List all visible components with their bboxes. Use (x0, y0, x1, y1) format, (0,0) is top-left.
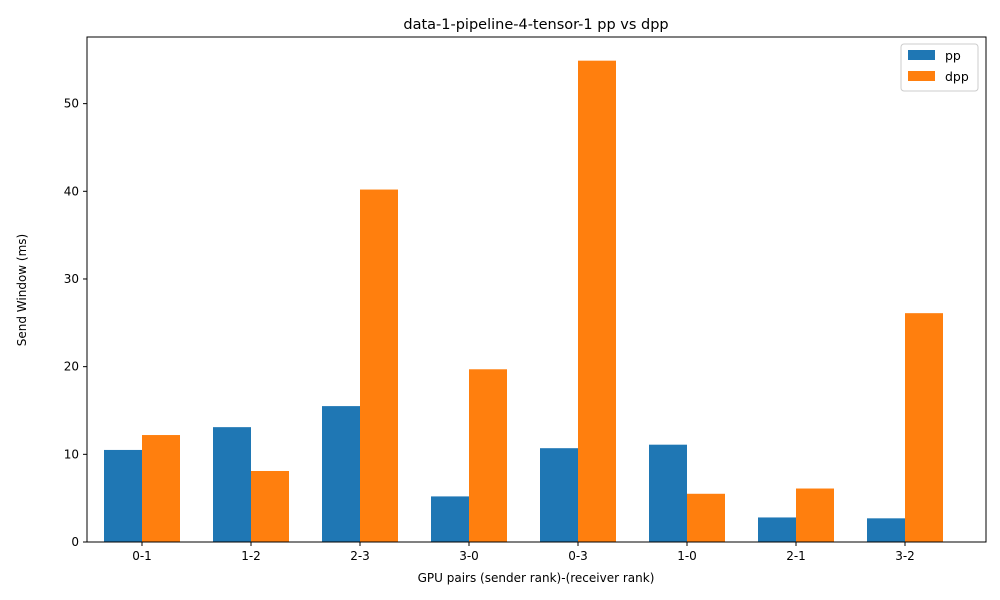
bar-dpp-3-0 (469, 369, 507, 542)
bar-pp-0-1 (104, 449, 142, 542)
bar-dpp-1-2 (251, 470, 289, 542)
y-tick-label: 30 (64, 272, 79, 286)
bar-dpp-0-1 (142, 435, 180, 542)
x-ticks: 0-1 1-2 2-3 3-0 0-3 1-0 2-1 3-2 (132, 542, 915, 563)
legend-swatch-dpp (908, 71, 935, 81)
bar-pp-0-3 (540, 448, 578, 542)
y-tick-label: 10 (64, 447, 79, 461)
bar-pp-2-3 (322, 406, 360, 542)
chart-title: data-1-pipeline-4-tensor-1 pp vs dpp (403, 17, 668, 33)
bar-dpp-1-0 (687, 493, 725, 542)
legend-label-pp: pp (945, 48, 961, 63)
plot-frame (86, 36, 987, 543)
x-tick-label: 0-1 (132, 549, 152, 563)
bar-pp-2-1 (758, 517, 796, 542)
x-tick-label: 3-0 (459, 549, 479, 563)
x-tick-label: 3-2 (895, 549, 915, 563)
bar-pp-3-0 (431, 496, 469, 542)
bar-dpp-3-2 (905, 313, 943, 542)
y-axis-label: Send Window (ms) (15, 234, 29, 346)
y-tick-label: 0 (71, 535, 79, 549)
x-tick-label: 2-3 (350, 549, 370, 563)
y-tick-label: 40 (64, 184, 79, 198)
bar-pp-1-0 (649, 444, 687, 542)
x-tick-label: 0-3 (568, 549, 588, 563)
x-axis-label: GPU pairs (sender rank)-(receiver rank) (418, 571, 655, 585)
legend-label-dpp: dpp (945, 69, 969, 84)
x-tick-label: 1-2 (241, 549, 261, 563)
bars-layer (104, 60, 943, 543)
bar-pp-1-2 (213, 427, 251, 542)
legend: pp dpp (900, 43, 979, 92)
x-tick-label: 2-1 (786, 549, 806, 563)
y-tick-label: 50 (64, 97, 79, 111)
y-tick-label: 20 (64, 360, 79, 374)
bar-pp-3-2 (867, 518, 905, 542)
y-ticks: 0 10 20 30 40 50 (64, 97, 87, 549)
legend-swatch-pp (908, 50, 935, 60)
x-tick-label: 1-0 (677, 549, 697, 563)
bar-dpp-2-1 (796, 488, 834, 542)
bar-dpp-2-3 (360, 189, 398, 543)
bar-dpp-0-3 (578, 60, 616, 542)
